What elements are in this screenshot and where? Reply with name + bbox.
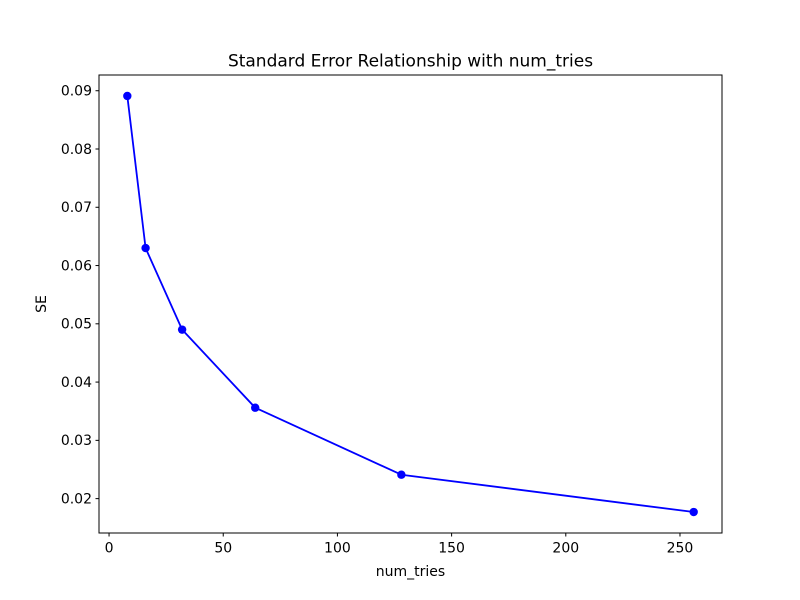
x-tick-label: 0: [105, 541, 114, 557]
x-tick-label: 250: [667, 541, 694, 557]
data-point-marker: [397, 470, 406, 479]
x-tick-label: 150: [438, 541, 465, 557]
data-point-marker: [177, 325, 187, 334]
x-axis-label: num_tries: [376, 564, 445, 580]
y-tick-label: 0.09: [61, 84, 92, 100]
y-tick-label: 0.06: [61, 258, 92, 274]
chart-title: Standard Error Relationship with num_tri…: [228, 52, 593, 72]
y-tick-label: 0.05: [61, 317, 92, 333]
y-tick-label: 0.07: [61, 200, 92, 216]
data-point-marker: [251, 403, 260, 412]
y-axis-label: SE: [34, 295, 50, 313]
data-line: [126, 95, 695, 513]
y-tick-label: 0.08: [61, 142, 92, 158]
x-tick-label: 200: [552, 541, 579, 557]
data-point-marker: [689, 507, 698, 517]
plot-area: 0 50 100 150 200 250 0.02 0.03 0.04 0.05 0.06 0.07 0…: [61, 74, 723, 557]
y-tick-label: 0.04: [61, 375, 92, 391]
x-tick-label: 100: [324, 541, 351, 557]
data-point-marker: [123, 91, 132, 101]
y-tick-label: 0.02: [61, 491, 92, 507]
y-tick-label: 0.03: [61, 433, 92, 449]
x-tick-label: 50: [214, 541, 232, 557]
data-point-marker: [141, 243, 150, 253]
axes-spines: [98, 74, 723, 534]
